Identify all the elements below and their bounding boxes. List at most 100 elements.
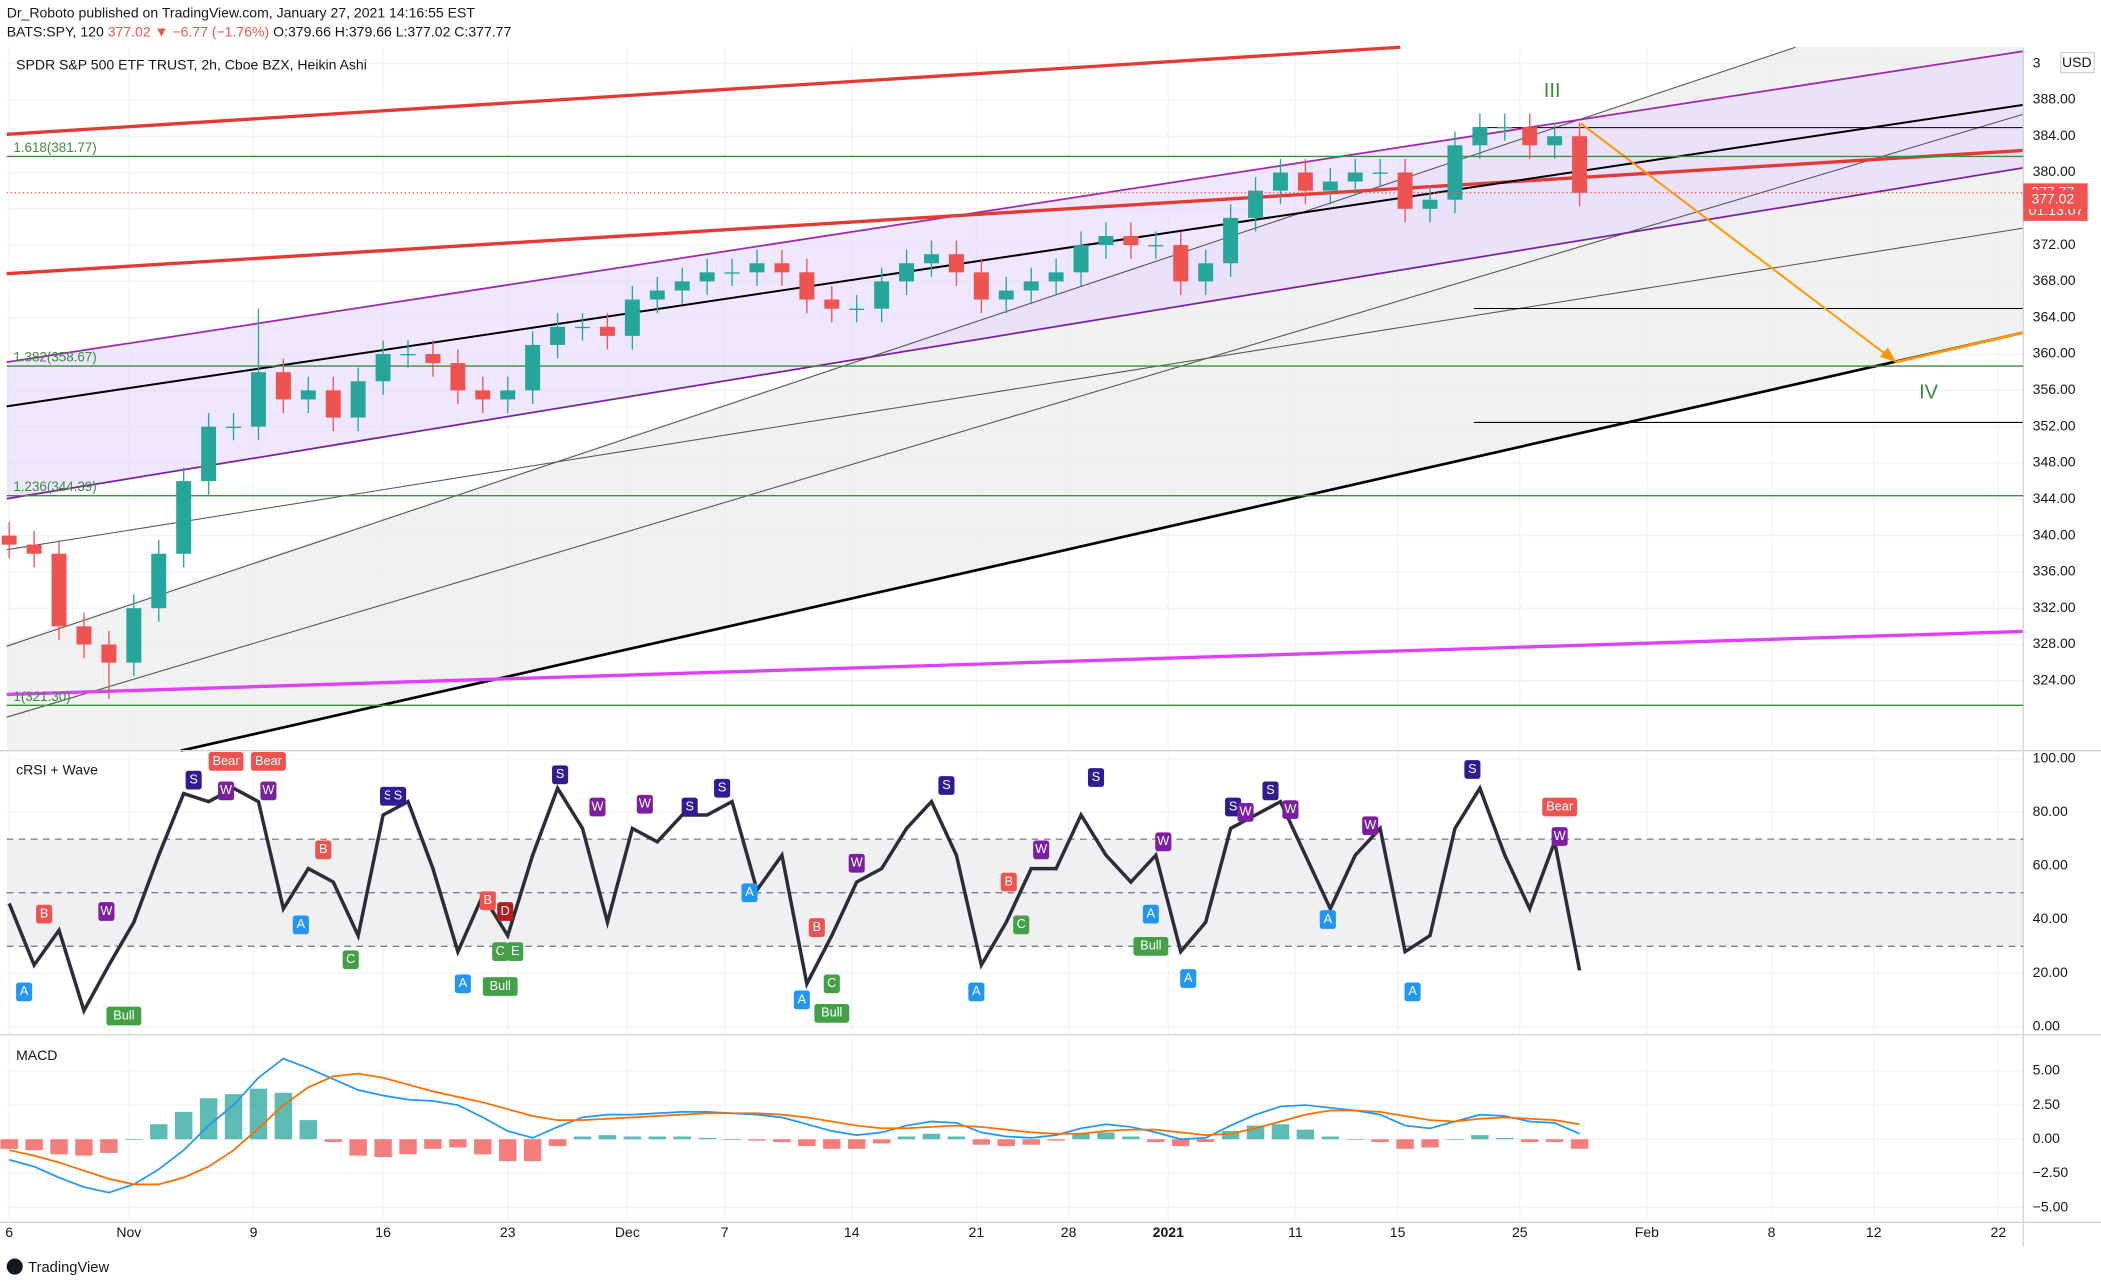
signal-marker — [808, 918, 825, 937]
candle-body — [624, 299, 640, 336]
y-tick-label: 328.00 — [2033, 635, 2076, 651]
x-tick-label: Dec — [615, 1224, 640, 1240]
signal-marker — [507, 942, 524, 962]
histogram-bar — [748, 1139, 766, 1141]
signal-label: S — [394, 788, 402, 803]
signal-marker — [1362, 816, 1379, 836]
candle-body — [151, 553, 167, 609]
signal-label: W — [591, 798, 603, 813]
histogram-bar — [1072, 1133, 1090, 1140]
candle-body — [575, 326, 590, 329]
signal-marker — [814, 1003, 850, 1023]
candle-body — [126, 608, 142, 663]
y-tick-label: 2.50 — [2033, 1096, 2061, 1112]
signal-label: W — [639, 796, 651, 811]
signal-marker — [681, 797, 698, 817]
signal-marker — [741, 883, 758, 903]
histogram-bar — [0, 1139, 18, 1149]
signal-marker — [492, 942, 509, 962]
channel-bottom — [6, 166, 2024, 500]
signal-label: W — [1554, 828, 1566, 843]
signal-label: E — [511, 943, 519, 958]
fib-label: 1.382(358.67) — [13, 350, 96, 365]
x-tick-label: 7 — [721, 1224, 729, 1240]
candle-body — [1347, 172, 1363, 182]
y-tick-label: 384.00 — [2033, 127, 2076, 143]
histogram-bar — [199, 1098, 218, 1140]
histogram-bar — [125, 1139, 143, 1140]
signal-label: A — [1324, 911, 1333, 926]
histogram-bar — [972, 1139, 991, 1145]
signal-label: S — [189, 772, 197, 787]
candle-body — [1297, 172, 1313, 191]
signal-label: Bull — [821, 1005, 842, 1020]
fib-label: 1.236(344.39) — [13, 479, 96, 494]
signal-marker — [968, 982, 985, 1002]
histogram-bar — [1122, 1136, 1140, 1140]
histogram-bar — [922, 1133, 941, 1140]
y-tick-label: −5.00 — [2033, 1198, 2069, 1214]
y-tick-label: 0.00 — [2033, 1130, 2061, 1146]
y-tick-label: 380.00 — [2033, 163, 2076, 179]
signal-marker — [1142, 904, 1159, 924]
signal-label: S — [1468, 761, 1476, 776]
candle-body — [375, 354, 391, 382]
x-tick-label: 15 — [1390, 1224, 1406, 1240]
histogram-bar — [399, 1139, 417, 1155]
x-tick-label: 23 — [500, 1224, 516, 1240]
x-tick-label: 22 — [1991, 1224, 2007, 1240]
candle-body — [1322, 181, 1338, 191]
histogram-bar — [997, 1139, 1015, 1147]
signal-marker — [218, 781, 235, 801]
candle-body — [824, 299, 840, 309]
signal-label: A — [459, 975, 468, 990]
histogram-bar — [1371, 1139, 1389, 1142]
signal-label: Bear — [1546, 798, 1574, 813]
signal-label: C — [346, 951, 355, 966]
wave-label: III — [1544, 80, 1561, 102]
candle-body — [1148, 245, 1164, 247]
histogram-bar — [548, 1139, 567, 1147]
y-tick-label: 3 — [2033, 54, 2041, 70]
candle-body — [849, 308, 865, 310]
histogram-bar — [698, 1137, 716, 1140]
signal-marker — [938, 776, 955, 795]
histogram-bar — [1097, 1132, 1115, 1140]
signal-label: W — [100, 903, 112, 918]
histogram-bar — [1521, 1139, 1539, 1142]
signal-label: Bear — [213, 753, 241, 768]
candle-body — [1522, 127, 1538, 146]
histogram-bar — [1022, 1139, 1040, 1145]
magenta-line — [6, 629, 2024, 697]
signal-label: Bull — [490, 978, 511, 993]
signal-marker — [1262, 781, 1279, 801]
candle-body — [26, 544, 42, 554]
signal-label: S — [1266, 782, 1274, 797]
histogram-bar — [598, 1135, 617, 1140]
x-tick-label: Nov — [116, 1224, 141, 1240]
signal-label: S — [1229, 798, 1237, 813]
candle-body — [475, 390, 491, 400]
histogram-bar — [449, 1139, 467, 1148]
signal-marker — [1282, 800, 1299, 820]
currency-box — [2060, 51, 2095, 74]
candle-body — [599, 326, 615, 336]
change: 377.02 ▼ −6.77 (−1.76%) — [108, 23, 270, 39]
candle-body — [550, 326, 566, 345]
candle-body — [674, 281, 690, 291]
signal-label: A — [798, 991, 807, 1006]
candle-body — [699, 272, 715, 282]
red-line — [6, 45, 1401, 137]
signal-label: Bear — [255, 753, 283, 768]
candle-body — [948, 254, 964, 273]
histogram-bar — [1396, 1139, 1414, 1149]
y-tick-label: 372.00 — [2033, 236, 2076, 252]
signal-marker — [260, 781, 277, 801]
signal-label: B — [319, 841, 327, 856]
signal-label: W — [1240, 804, 1252, 819]
signal-label: W — [1035, 841, 1047, 856]
signal-marker — [1133, 936, 1169, 956]
signal-marker — [1000, 872, 1017, 892]
signal-marker — [36, 904, 53, 924]
candle-body — [924, 254, 939, 264]
